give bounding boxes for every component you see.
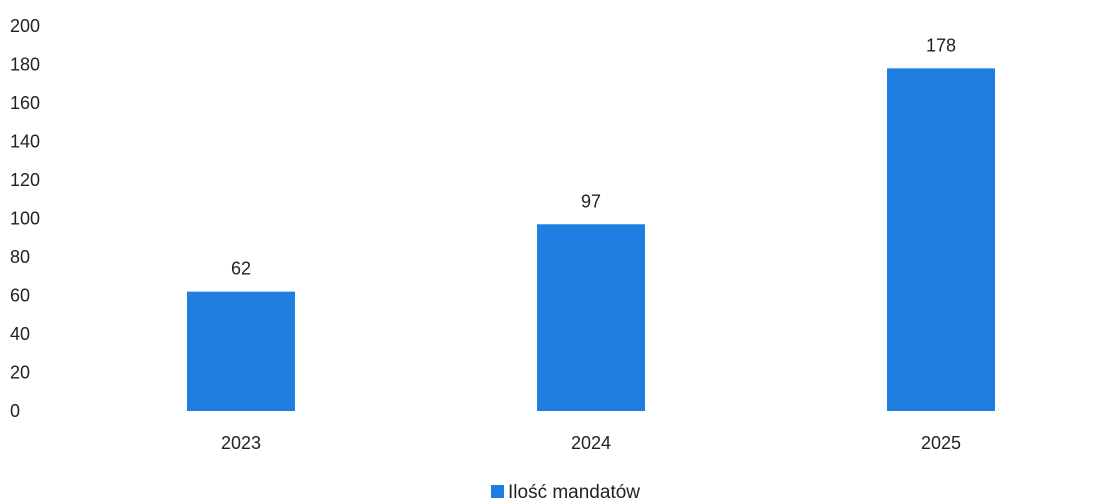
y-tick-label: 140 [10, 132, 40, 152]
bar-series [187, 68, 995, 411]
y-tick-label: 80 [10, 247, 30, 267]
y-tick-label: 20 [10, 363, 30, 383]
legend: Ilość mandatów [491, 482, 640, 503]
x-tick-label: 2024 [571, 433, 611, 453]
bar [887, 68, 995, 411]
y-tick-label: 0 [10, 401, 20, 421]
x-tick-label: 2023 [221, 433, 261, 453]
y-tick-label: 100 [10, 209, 40, 229]
y-tick-label: 120 [10, 170, 40, 190]
x-axis: 2023 2024 2025 [221, 433, 961, 453]
bar [537, 224, 645, 411]
y-tick-label: 180 [10, 55, 40, 75]
y-tick-label: 200 [10, 16, 40, 36]
bar [187, 291, 295, 411]
x-tick-label: 2025 [921, 433, 961, 453]
data-label: 97 [581, 191, 601, 211]
data-label: 62 [231, 259, 251, 279]
data-labels: 62 97 178 [231, 35, 956, 278]
y-tick-label: 40 [10, 324, 30, 344]
data-label: 178 [926, 35, 956, 55]
legend-swatch [491, 485, 504, 498]
y-tick-label: 160 [10, 93, 40, 113]
legend-label: Ilość mandatów [508, 482, 640, 503]
y-axis: 0 20 40 60 80 100 120 140 160 180 200 [10, 16, 40, 421]
y-tick-label: 60 [10, 286, 30, 306]
